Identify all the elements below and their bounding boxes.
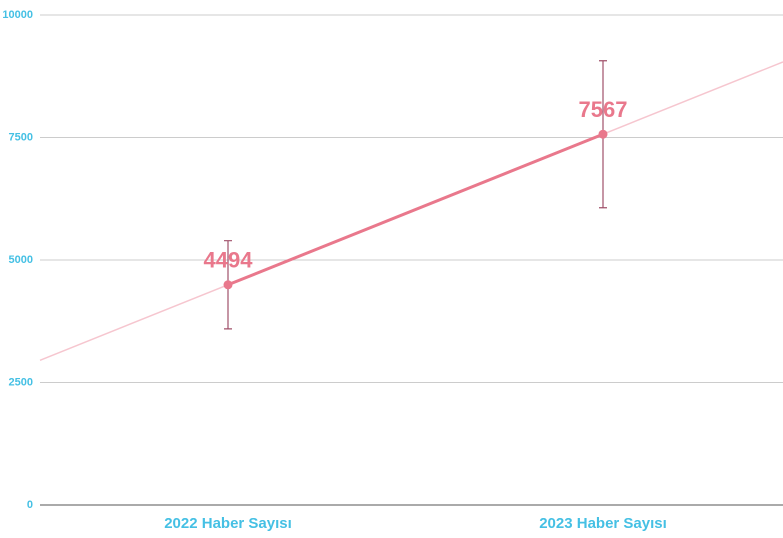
data-label: 7567	[579, 97, 628, 122]
y-tick-label: 2500	[9, 376, 33, 388]
data-label: 4494	[204, 248, 254, 273]
y-tick-label: 5000	[9, 254, 33, 266]
point	[598, 129, 608, 139]
x-tick-label: 2022 Haber Sayısı	[164, 515, 292, 532]
y-tick-label: 10000	[2, 9, 33, 21]
x-tick-label: 2023 Haber Sayısı	[539, 515, 667, 532]
y-tick-label: 0	[27, 499, 33, 511]
line	[227, 132, 604, 287]
point	[223, 280, 233, 290]
y-tick-label: 7500	[9, 131, 33, 143]
